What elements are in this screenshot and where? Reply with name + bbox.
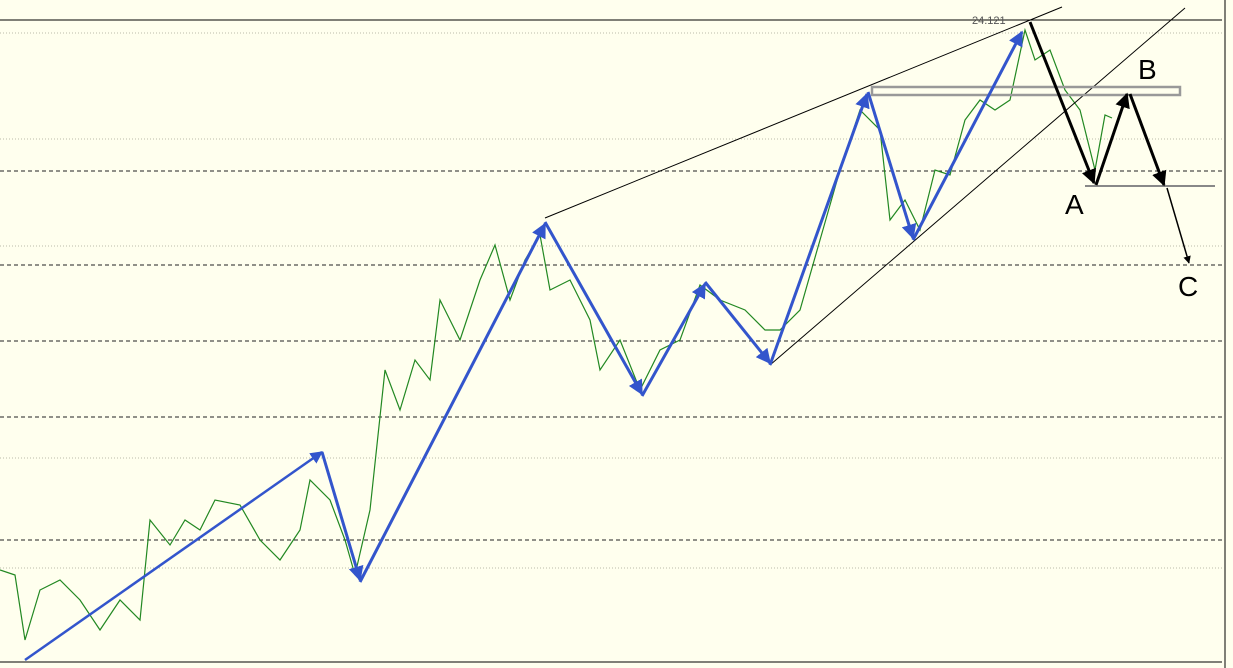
trend-lines xyxy=(544,6,1186,366)
abc-legs xyxy=(1028,21,1191,264)
price-trace xyxy=(0,27,1113,641)
wave-legs xyxy=(320,30,1024,583)
point-label: A xyxy=(1065,189,1084,220)
resistance-box xyxy=(870,85,1182,97)
point-label: C xyxy=(1178,271,1198,302)
wave-path xyxy=(24,450,324,662)
point-label: B xyxy=(1138,54,1157,85)
price-label: 24.121 xyxy=(972,15,1006,27)
